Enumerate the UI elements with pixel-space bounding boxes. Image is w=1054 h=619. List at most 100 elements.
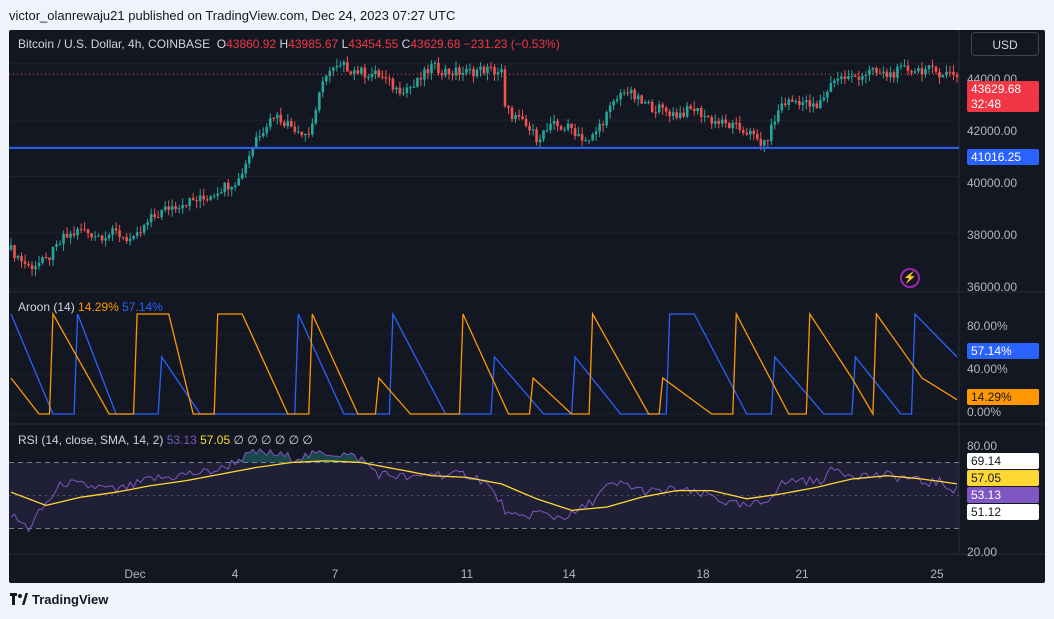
chart-panel[interactable]: Bitcoin / U.S. Dollar, 4h, COINBASE O438… <box>9 30 1045 583</box>
candle-body <box>381 76 384 78</box>
candle-body <box>468 68 472 70</box>
candle-body <box>521 116 524 119</box>
chart-canvas[interactable] <box>9 30 1045 583</box>
rsi-empty-marks: ∅ ∅ ∅ ∅ ∅ ∅ <box>233 433 313 447</box>
candle-body <box>177 208 181 210</box>
currency-button[interactable]: USD <box>971 32 1039 56</box>
candle-body <box>409 87 412 89</box>
aroon-tick: 80.00% <box>967 319 1008 333</box>
rsi-ma-badge: 57.05 <box>967 470 1039 486</box>
candle-body <box>23 261 27 264</box>
candle-body <box>244 163 248 174</box>
rsi-lower-band-badge: 51.12 <box>967 504 1039 520</box>
candle-body <box>892 72 896 78</box>
candle-body <box>48 257 51 260</box>
candle-body <box>321 81 325 93</box>
candle-body <box>713 121 717 124</box>
candle-body <box>833 80 836 83</box>
low-label: L <box>341 37 349 51</box>
candle-body <box>857 76 861 80</box>
candle-body <box>784 103 787 105</box>
candle-body <box>139 232 142 234</box>
candle-body <box>128 238 132 242</box>
candle-body <box>83 229 86 231</box>
candle-body <box>304 133 307 136</box>
candle-body <box>591 134 594 141</box>
candle-body <box>577 134 580 136</box>
price-tick: 40000.00 <box>967 176 1018 190</box>
candle-body <box>86 229 90 234</box>
candle-body <box>465 68 468 73</box>
candle-body <box>696 107 700 111</box>
candle-body <box>794 101 798 103</box>
aroon-series-line <box>10 311 958 417</box>
candle-body <box>300 131 304 136</box>
candle-body <box>787 99 791 105</box>
candle-body <box>706 115 710 118</box>
candle-body <box>402 93 405 95</box>
candle-body <box>461 72 465 75</box>
candle-body <box>654 111 657 113</box>
candle-body <box>731 122 735 129</box>
candle-body <box>777 110 780 122</box>
rsi-overbought-fill <box>315 450 320 463</box>
candle-body <box>773 121 777 125</box>
candle-body <box>325 76 328 82</box>
candle-body <box>268 118 272 127</box>
time-tick: 4 <box>231 567 239 581</box>
candle-body <box>230 187 234 190</box>
candle-body <box>580 134 584 141</box>
candle-body <box>531 129 535 131</box>
rsi-overbought-fill <box>319 450 323 463</box>
candle-body <box>328 70 332 77</box>
candle-body <box>829 82 833 92</box>
high-value: 43985.67 <box>288 37 339 51</box>
candle-body <box>952 72 955 75</box>
candle-body <box>741 129 745 133</box>
candle-body <box>780 103 784 111</box>
candle-body <box>482 66 486 74</box>
rsi-overbought-fill <box>245 452 250 463</box>
candle-body <box>188 197 191 206</box>
candle-body <box>664 107 668 112</box>
candle-body <box>748 130 752 135</box>
candle-body <box>479 66 482 70</box>
candle-body <box>444 68 447 76</box>
candle-body <box>619 92 622 100</box>
candle-body <box>27 263 30 266</box>
candle-body <box>710 117 714 124</box>
countdown-badge: 32:48 <box>967 96 1039 112</box>
candle-body <box>258 136 262 138</box>
candle-body <box>72 233 76 236</box>
candle-body <box>41 257 44 263</box>
candle-body <box>822 97 826 101</box>
candle-body <box>335 65 339 68</box>
candle-body <box>451 74 454 76</box>
candle-body <box>293 126 297 132</box>
rsi-overbought-fill <box>347 453 351 463</box>
candle-body <box>367 76 370 78</box>
candle-body <box>640 95 643 104</box>
candle-body <box>65 233 69 238</box>
brand[interactable]: TradingView <box>10 592 108 607</box>
candle-body <box>528 125 531 131</box>
candle-body <box>233 185 237 188</box>
candle-body <box>906 65 910 71</box>
symbol-name: Bitcoin / U.S. Dollar, 4h, COINBASE <box>18 37 211 51</box>
candle-body <box>514 114 517 119</box>
candle-body <box>142 224 146 233</box>
candle-body <box>100 235 104 241</box>
candle-body <box>766 140 770 142</box>
rsi-overbought-fill <box>270 449 274 463</box>
candle-body <box>34 266 37 270</box>
candle-body <box>318 92 321 111</box>
time-tick: 18 <box>696 567 710 581</box>
candle-body <box>486 66 489 74</box>
time-tick: 7 <box>331 567 339 581</box>
lightning-icon[interactable]: ⚡ <box>900 268 920 288</box>
candle-body <box>927 65 931 69</box>
candle-body <box>118 230 121 237</box>
candle-body <box>752 130 756 134</box>
candle-body <box>472 68 475 77</box>
price-tick: 42000.00 <box>967 124 1018 138</box>
